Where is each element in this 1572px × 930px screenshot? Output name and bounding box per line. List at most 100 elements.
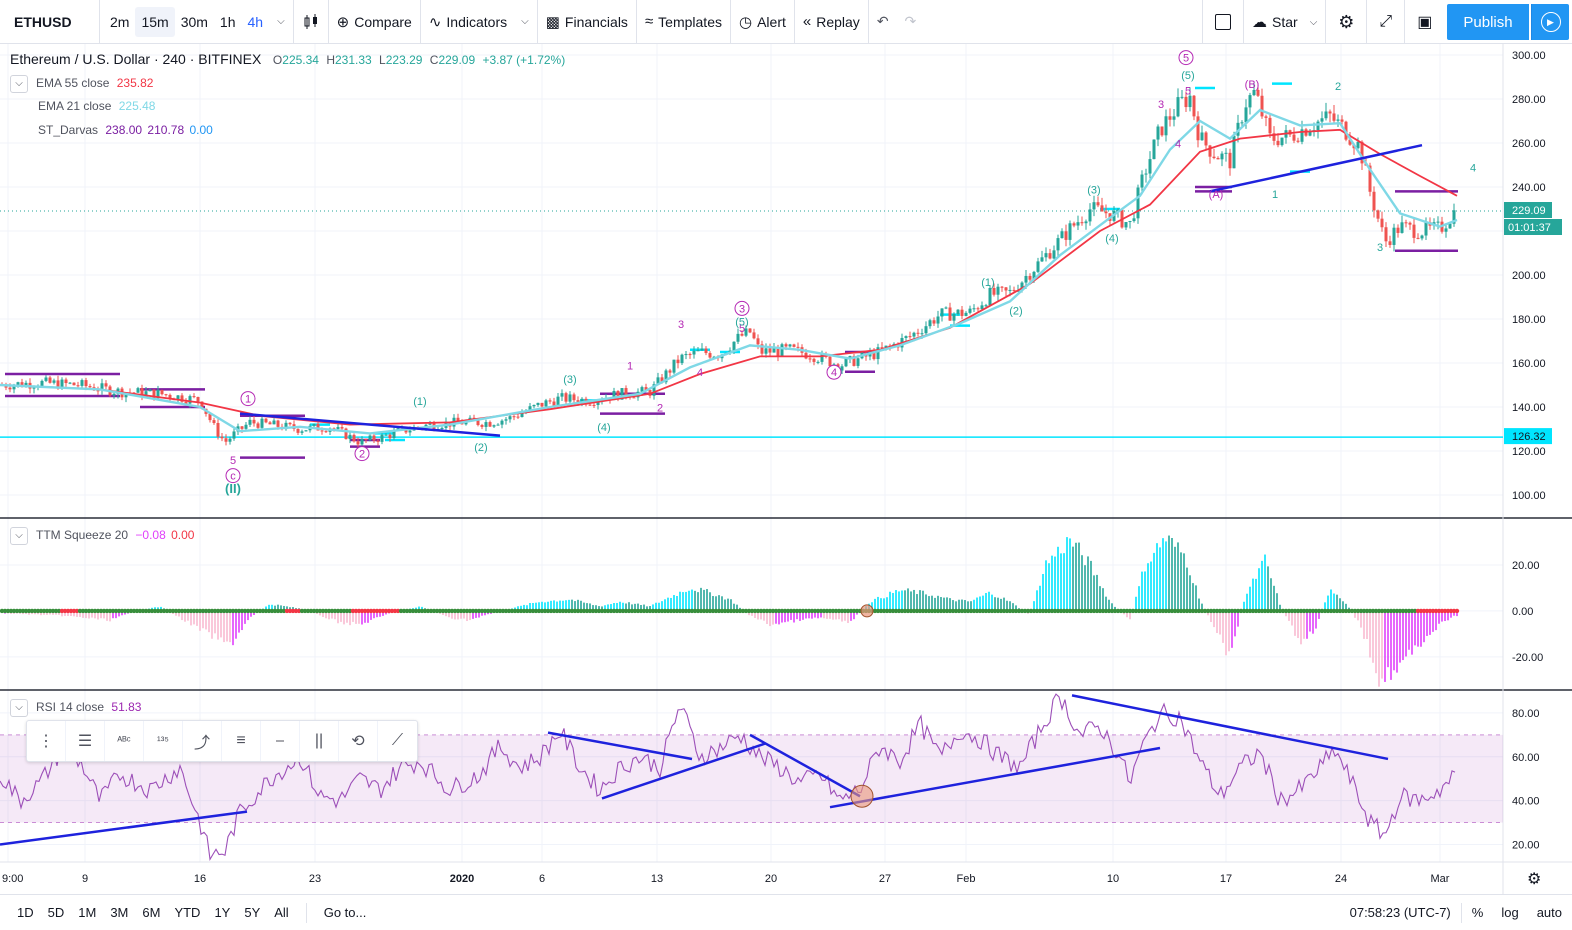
candle-body — [1296, 140, 1300, 142]
cloud-icon: ☁ — [1252, 14, 1267, 31]
interval-4h[interactable]: 4h — [247, 13, 264, 30]
redo-button[interactable]: ↷ — [897, 0, 925, 44]
abc-pattern-icon[interactable]: ᴬᴮᶜ — [105, 721, 144, 761]
collapse-legend-chevron-icon[interactable]: ⌵ — [10, 75, 28, 93]
text-list-icon[interactable]: ☰ — [66, 721, 105, 761]
compare-button[interactable]: ⊕ Compare — [329, 0, 420, 44]
interval-30m[interactable]: 30m — [180, 13, 208, 30]
auto-toggle[interactable]: auto — [1536, 905, 1562, 920]
divider — [1404, 0, 1406, 44]
snapshot-button[interactable]: ▣ — [1405, 0, 1444, 44]
candle-body — [140, 388, 144, 397]
candle-body — [304, 430, 308, 432]
candle-body — [1020, 282, 1024, 291]
chart-canvas[interactable]: 1c5235341245534(B)(A)(II)(1)(2)(3)(4)(5)… — [0, 44, 1572, 894]
range-all[interactable]: All — [274, 905, 289, 920]
indicators-label: Indicators — [446, 13, 508, 30]
percent-toggle[interactable]: % — [1471, 905, 1484, 920]
drag-handle-icon[interactable]: ⋮ — [27, 721, 66, 761]
horizontal-ray-icon[interactable]: ⎯ — [261, 721, 300, 761]
layout-button[interactable] — [1203, 0, 1243, 44]
elliott-wave-icon[interactable]: ¹³⁵ — [144, 721, 183, 761]
candle-body — [780, 344, 784, 356]
rsi-trend-line — [829, 746, 1161, 809]
candle-body — [544, 400, 548, 407]
price-scale-label: 240.00 — [1512, 182, 1546, 194]
path-tool-icon[interactable]: ⤴ — [183, 721, 222, 761]
collapse-legend-chevron-icon[interactable]: ⌵ — [10, 699, 28, 717]
candle-body — [1376, 210, 1380, 219]
vertical-lines-icon[interactable]: || — [300, 721, 339, 761]
range-5d[interactable]: 5D — [47, 905, 65, 920]
range-1y[interactable]: 1Y — [214, 905, 231, 920]
candle-body — [1216, 158, 1220, 160]
log-toggle[interactable]: log — [1501, 905, 1519, 920]
fib-tool-icon[interactable]: ≡ — [222, 721, 261, 761]
range-5y[interactable]: 5Y — [244, 905, 261, 920]
candle-body — [760, 344, 764, 354]
indicators-icon: ∿ — [428, 13, 442, 31]
darvas-legend[interactable]: ST_Darvas 238.00 210.78 0.00 — [38, 123, 213, 137]
wave-circle — [225, 468, 241, 484]
candle-body — [500, 420, 504, 425]
interval-1h[interactable]: 1h — [219, 13, 236, 30]
candle-body — [56, 380, 60, 389]
star-button[interactable]: ☁ Star ⌵ — [1244, 0, 1325, 44]
divider — [327, 0, 329, 44]
wave-label: 1 — [245, 394, 251, 406]
chart-area[interactable]: 1 c 5 2 3 5 3 4 1 2 4 5 5 3 4 (B) (A) (II) (1) (2) (3) (4) (5)… — [0, 44, 1572, 894]
collapse-legend-chevron-icon[interactable]: ⌵ — [10, 527, 28, 545]
ttm-legend[interactable]: ⌵ TTM Squeeze 20 −0.08 0.00 — [10, 527, 194, 545]
clock-time[interactable]: 07:58:23 (UTC-7) — [1349, 905, 1451, 920]
chevron-down-icon: ⌵ — [1309, 16, 1318, 28]
candle-body — [296, 428, 300, 433]
candle-body — [84, 380, 88, 387]
templates-button[interactable]: ≈ Templates — [637, 0, 730, 44]
wave-label: 5 — [1183, 53, 1189, 65]
fullscreen-button[interactable]: ⤢ — [1367, 0, 1404, 44]
hline-tag — [1504, 428, 1552, 445]
darvas-value-1: 238.00 — [105, 123, 143, 137]
financials-button[interactable]: ▩ Financials — [538, 0, 636, 44]
alarm-clock-icon: ◷ — [738, 13, 753, 31]
time-axis-label: 9 — [82, 873, 88, 885]
range-1m[interactable]: 1M — [78, 905, 97, 920]
alert-button[interactable]: ◷ Alert — [731, 0, 794, 44]
rsi-trend-line — [547, 731, 693, 761]
last-price-tag — [1504, 202, 1552, 219]
ema55-legend[interactable]: ⌵ EMA 55 close 235.82 — [10, 75, 153, 93]
pattern-tool-icon[interactable]: ⟲ — [339, 721, 378, 761]
candle-body — [1144, 173, 1148, 175]
chart-type-button[interactable] — [294, 0, 328, 44]
rsi-legend[interactable]: ⌵ RSI 14 close 51.83 — [10, 699, 141, 717]
interval-dropdown-chevron-icon[interactable]: ⌵ — [277, 16, 285, 27]
replay-button[interactable]: «Replay — [795, 0, 868, 44]
range-ytd[interactable]: YTD — [174, 905, 201, 920]
publish-button[interactable]: Publish — [1447, 4, 1529, 40]
candle-body — [920, 333, 924, 335]
undo-button[interactable]: ↶ — [869, 0, 897, 44]
candle-body — [32, 387, 36, 389]
trend-line-icon[interactable]: ⟋ — [391, 732, 404, 749]
interval-2m[interactable]: 2m — [110, 13, 130, 30]
range-1d[interactable]: 1D — [17, 905, 34, 920]
symbol-search[interactable]: ETHUSD — [0, 0, 100, 44]
range-6m[interactable]: 6M — [142, 905, 161, 920]
candle-body — [348, 434, 352, 440]
price-scale-label: 120.00 — [1512, 446, 1546, 458]
candle-body — [1088, 209, 1092, 222]
publish-menu-button[interactable]: ▶ — [1531, 4, 1569, 40]
candle-body — [96, 390, 100, 392]
indicators-button[interactable]: ∿ Indicators ⌵ — [421, 0, 537, 44]
candle-body — [1272, 133, 1276, 141]
settings-button[interactable]: ⚙ — [1326, 0, 1366, 44]
candle-body — [772, 348, 776, 353]
interval-15m[interactable]: 15m — [135, 6, 175, 37]
wave-label: (5) — [1181, 70, 1194, 82]
goto-button[interactable]: Go to... — [323, 905, 367, 920]
ema55-value: 235.82 — [116, 76, 154, 91]
ema21-legend[interactable]: EMA 21 close 225.48 — [38, 99, 155, 113]
candle-body — [1212, 156, 1216, 159]
candle-body — [1092, 202, 1096, 210]
range-3m[interactable]: 3M — [110, 905, 129, 920]
